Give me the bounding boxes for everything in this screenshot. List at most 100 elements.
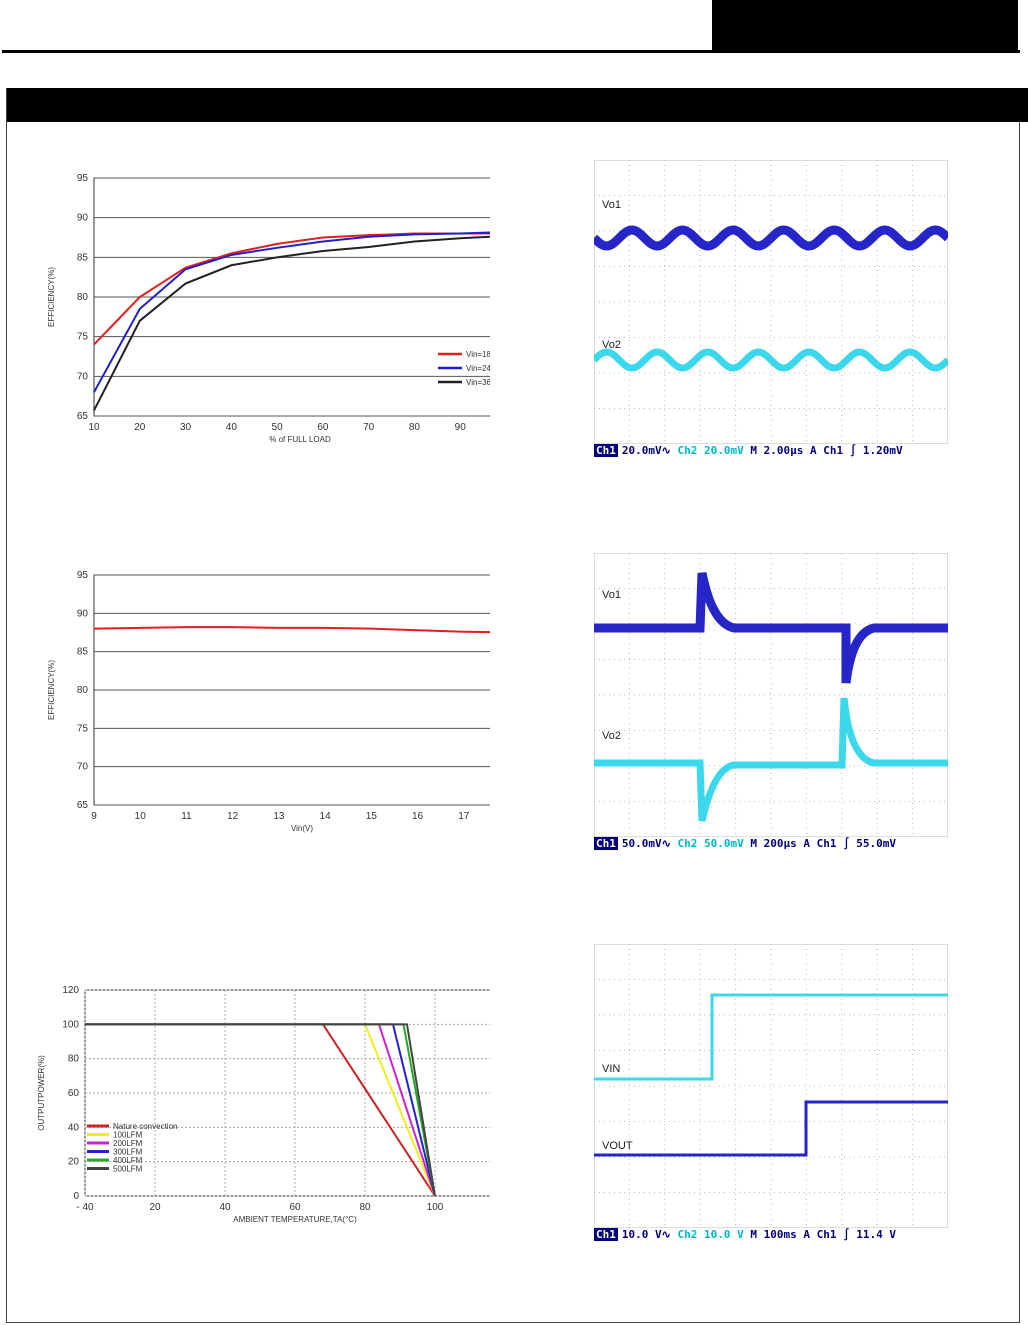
legend-label: Nature convection <box>113 1122 177 1131</box>
y-tick-label: 75 <box>77 332 89 343</box>
efficiency-vs-vin-svg: 657075808590959101112131415161718Vin(V)E… <box>47 570 516 833</box>
series-line <box>85 1023 436 1197</box>
scope-ch1-tag: Ch1 <box>594 444 618 457</box>
y-tick-label: 85 <box>77 647 89 658</box>
x-tick-label: 11 <box>181 811 192 822</box>
x-axis-label: % of FULL LOAD <box>269 435 331 444</box>
x-tick-label: 40 <box>219 1202 231 1213</box>
x-tick-label: 12 <box>227 811 239 822</box>
series-line <box>93 626 511 634</box>
scope-timebase: M 2.00µs <box>750 444 804 457</box>
legend-label: Vin=36V <box>466 378 490 387</box>
scope-ch1-tag: Ch1 <box>594 837 618 850</box>
transient-scope-grid: Vo1 Vo2 <box>593 552 949 838</box>
series-line <box>93 230 507 393</box>
scope-timebase: M 200µs <box>750 837 797 850</box>
startup-scope-grid: VIN VOUT <box>593 943 949 1229</box>
x-tick-label: 13 <box>273 811 285 822</box>
y-tick-label: 80 <box>77 685 89 696</box>
x-tick-label: 16 <box>412 811 424 822</box>
y-tick-label: 80 <box>77 292 89 303</box>
section-title-bar <box>7 88 1028 122</box>
y-axis-label: OUTPUTPOWER(%) <box>37 1055 46 1131</box>
y-tick-label: 65 <box>77 411 89 422</box>
y-tick-label: 95 <box>77 570 89 581</box>
y-tick-label: 80 <box>68 1054 80 1065</box>
scope-ch1-tag: Ch1 <box>594 1228 618 1241</box>
legend-label: 300LFM <box>113 1148 143 1157</box>
ripple-scope-grid: Vo1 Vo2 <box>590 159 952 445</box>
x-tick-label: 60 <box>289 1202 301 1213</box>
y-tick-label: 20 <box>68 1157 80 1168</box>
efficiency-vs-load-chart: 65707580859095102030405060708090100% of … <box>40 168 515 463</box>
transient-scope-capture: Vo1 Vo2 Ch1 50.0mV∿ Ch2 50.0mV M 200µs A C… <box>593 552 949 853</box>
vout-label: VOUT <box>602 1140 633 1152</box>
x-tick-label: 15 <box>366 811 378 822</box>
scope-status-bar: Ch1 10.0 V∿ Ch2 10.0 V M 100ms A Ch1 ∫ 11… <box>594 1228 948 1244</box>
x-tick-label: 90 <box>455 422 467 433</box>
scope-status-bar: Ch1 20.0mV∿ Ch2 20.0mV M 2.00µs A Ch1 ∫ 1… <box>594 444 948 460</box>
vo1-trace <box>594 572 948 684</box>
series-line <box>93 234 507 411</box>
scope-ch2-scale: 50.0mV <box>703 837 744 850</box>
x-tick-label: 50 <box>272 422 284 433</box>
x-tick-label: 9 <box>91 811 97 822</box>
scope-ch2-scale: 20.0mV <box>703 444 744 457</box>
vo1-label: Vo1 <box>602 589 621 601</box>
vo2-trace <box>594 697 948 822</box>
x-tick-label: 30 <box>180 422 192 433</box>
scope-ch1-scale: 20.0mV <box>621 444 662 457</box>
vout-trace <box>594 1100 948 1157</box>
legend-label: Vin=24V <box>466 364 490 373</box>
y-tick-label: 70 <box>77 371 89 382</box>
scope-trigger: A Ch1 ∫ 11.4 V <box>803 1228 897 1241</box>
scope-ch2-scale: 10.0 V <box>703 1228 744 1241</box>
x-tick-label: 20 <box>134 422 146 433</box>
vo2-label: Vo2 <box>602 339 621 351</box>
y-tick-label: 120 <box>62 985 79 996</box>
y-tick-label: 70 <box>77 762 89 773</box>
x-tick-label: 20 <box>149 1202 161 1213</box>
legend-label: 400LFM <box>113 1156 143 1165</box>
x-tick-label: 40 <box>226 422 238 433</box>
x-tick-label: 60 <box>317 422 329 433</box>
x-tick-label: 14 <box>320 811 332 822</box>
x-axis-label: AMBIENT TEMPERATURE,TA(°C) <box>233 1215 357 1224</box>
x-tick-label: 17 <box>458 811 470 822</box>
scope-ch2-tag: Ch2 <box>677 837 698 850</box>
y-tick-label: 0 <box>73 1191 79 1202</box>
efficiency-vs-load-svg: 65707580859095102030405060708090100% of … <box>47 173 515 444</box>
x-tick-label: 70 <box>363 422 375 433</box>
scope-ch2-tag: Ch2 <box>677 444 698 457</box>
header-black-block <box>712 0 1018 53</box>
legend-label: 200LFM <box>113 1139 143 1148</box>
y-tick-label: 95 <box>77 173 89 184</box>
startup-scope-capture: VIN VOUT Ch1 10.0 V∿ Ch2 10.0 V M 100ms A … <box>593 943 949 1244</box>
vo2-label: Vo2 <box>602 730 621 742</box>
scope-ch1-scale: 10.0 V <box>621 1228 662 1241</box>
ripple-scope-capture: Vo1 Vo2 Ch1 20.0mV∿ Ch2 20.0mV M 2.00µs A … <box>590 159 952 460</box>
x-tick-label: 10 <box>135 811 147 822</box>
x-tick-label: 80 <box>359 1202 371 1213</box>
y-tick-label: 75 <box>77 723 89 734</box>
y-tick-label: 40 <box>68 1122 80 1133</box>
legend-label: 100LFM <box>113 1131 143 1140</box>
y-axis-label: EFFICIENCY(%) <box>47 660 56 720</box>
x-tick-label: - 40 <box>76 1202 94 1213</box>
x-tick-label: 100 <box>427 1202 444 1213</box>
legend-label: 500LFM <box>113 1165 143 1174</box>
y-tick-label: 90 <box>77 608 89 619</box>
scope-ch2-tag: Ch2 <box>677 1228 698 1241</box>
vo2-trace <box>591 348 951 372</box>
y-tick-label: 60 <box>68 1088 80 1099</box>
scope-status-bar: Ch1 50.0mV∿ Ch2 50.0mV M 200µs A Ch1 ∫ 55… <box>594 837 948 853</box>
y-axis-label: EFFICIENCY(%) <box>47 267 56 327</box>
header-rule <box>2 50 1020 53</box>
vo1-label: Vo1 <box>602 199 621 211</box>
scope-timebase: M 100ms <box>750 1228 797 1241</box>
vin-label: VIN <box>602 1063 620 1075</box>
y-tick-label: 85 <box>77 252 89 263</box>
x-axis-label: Vin(V) <box>291 824 313 833</box>
